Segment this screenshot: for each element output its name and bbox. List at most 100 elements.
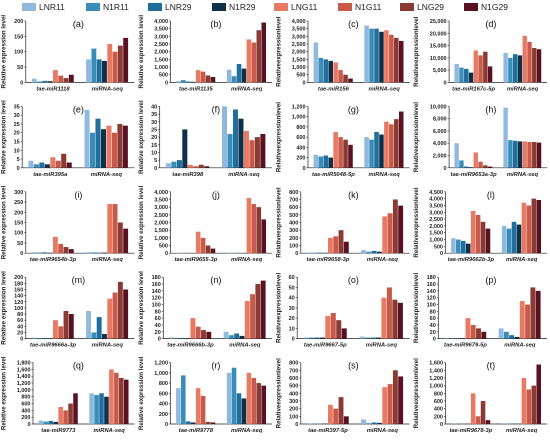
- y-tick-label: 30: [289, 306, 295, 312]
- bar-lng11-qpcr: [52, 320, 58, 339]
- bar-lng11-qpcr: [58, 406, 63, 424]
- bar-n1r29-seq: [377, 422, 382, 424]
- bar-n1g29-qpcr: [485, 420, 491, 424]
- bar-n1g29-seq: [260, 134, 266, 168]
- bar-n1g11-seq: [251, 377, 257, 424]
- bar-lnr29-seq: [232, 109, 239, 168]
- bar-lnr29-seq: [96, 317, 102, 339]
- bar-n1r29-seq: [239, 335, 245, 339]
- bar-lnr11-seq: [501, 423, 507, 424]
- y-tick-label: 50: [17, 241, 23, 247]
- y-tick-label: 30: [14, 113, 20, 119]
- x-category-label: miRNA-seq: [506, 428, 538, 434]
- bar-lnr29-qpcr: [39, 162, 45, 168]
- bar-lnr11-qpcr: [169, 337, 175, 339]
- panel-label: (g): [348, 104, 359, 114]
- bar-lng29-seq: [392, 299, 398, 339]
- y-tick-label: 10: [289, 326, 295, 332]
- bar-lnr29-seq: [512, 140, 518, 168]
- bar-n1g11-seq: [527, 41, 532, 83]
- y-tick-label: 150: [14, 34, 23, 40]
- y-tick-label: 4,000: [154, 19, 168, 25]
- bar-lnr11-qpcr: [313, 155, 319, 168]
- legend-swatch: [212, 3, 226, 11]
- y-tick-label: 5: [154, 158, 157, 164]
- bar-n1g29-qpcr: [348, 78, 353, 83]
- y-tick-label: 10: [151, 150, 157, 156]
- y-tick-label: 800: [289, 361, 298, 367]
- y-tick-label: 2,500: [154, 213, 168, 219]
- legend-item-n1g29: N1G29: [464, 2, 508, 12]
- bar-lnr29-qpcr: [42, 337, 48, 339]
- bar-lnr11-seq: [359, 336, 365, 339]
- bar-n1g11-seq: [389, 124, 394, 168]
- bar-n1g29-qpcr: [485, 228, 491, 254]
- bar-n1g11-qpcr: [338, 70, 343, 83]
- bar-lng29-qpcr: [338, 230, 344, 254]
- bar-lng11-seq: [106, 125, 112, 168]
- y-tick-label: 3,000: [154, 205, 168, 211]
- bar-lnr11-qpcr: [306, 252, 312, 254]
- bar-n1g29-seq: [123, 37, 129, 83]
- y-tick-label: 30: [151, 120, 157, 126]
- y-tick-label: 1,000: [154, 371, 168, 377]
- y-tick-label: 0: [27, 422, 30, 428]
- bar-lng11-seq: [246, 197, 252, 254]
- y-tick-label: 1,200: [292, 104, 306, 110]
- bar-n1g11-qpcr: [330, 313, 336, 339]
- bar-n1r29-seq: [102, 334, 107, 339]
- y-tick-label: 500: [289, 213, 298, 219]
- bar-lnr29-qpcr: [48, 420, 54, 424]
- y-tick-label: 0: [165, 80, 168, 86]
- bar-lng29-qpcr: [205, 245, 211, 254]
- y-tick-label: 0: [165, 251, 168, 257]
- panel-label: (i): [74, 190, 82, 200]
- bar-n1r11-seq: [227, 134, 233, 168]
- y-tick-label: 200: [289, 236, 298, 242]
- bar-lng11-seq: [109, 369, 114, 424]
- y-tick-label: 0: [17, 166, 20, 172]
- x-category-label: tae-miR9778: [179, 428, 214, 434]
- y-tick-label: 0: [440, 251, 443, 257]
- bar-lng11-qpcr: [327, 404, 333, 424]
- bar-lnr29-qpcr: [42, 80, 48, 83]
- y-tick-label: 40: [151, 104, 157, 110]
- y-tick-label: 40: [17, 324, 23, 330]
- y-tick-label: 1,500: [154, 57, 168, 63]
- y-tick-label: 1,000: [154, 236, 168, 242]
- bar-lnr11-seq: [86, 310, 92, 339]
- chart-panel-e: Relative expression level 0 5 10 15 20 25 30 35 t…: [1, 100, 135, 178]
- legend-item-n1g11: N1G11: [338, 2, 381, 12]
- bar-lng29-seq: [532, 48, 537, 83]
- bar-n1r29-qpcr: [44, 164, 50, 168]
- bar-n1g11-seq: [387, 384, 393, 424]
- bar-n1r11-seq: [365, 337, 371, 339]
- bar-n1g29-seq: [261, 219, 267, 254]
- y-tick-label: 300: [289, 399, 298, 405]
- bar-n1g29-qpcr: [68, 249, 74, 254]
- bar-lng29-qpcr: [205, 421, 211, 424]
- y-tick-label: 0: [440, 422, 443, 428]
- panel-label: (n): [210, 275, 221, 285]
- bar-n1g29-seq: [261, 22, 267, 83]
- bar-lng29-qpcr: [480, 221, 486, 254]
- panel-label: (q): [73, 361, 84, 371]
- bar-lng29-seq: [531, 198, 537, 254]
- bar-n1g29-qpcr: [210, 248, 216, 254]
- y-tick-label: 800: [434, 391, 443, 397]
- y-tick-label: 1,600: [429, 361, 443, 367]
- bar-n1r11-qpcr: [43, 421, 49, 424]
- x-category-label: tae-miR9667-5p: [304, 343, 347, 349]
- y-tick-label: 800: [21, 395, 30, 401]
- bar-n1r11-qpcr: [318, 156, 324, 168]
- x-category-label: miRNA-seq: [369, 86, 401, 92]
- x-category-label: tae-miR398: [172, 172, 204, 178]
- bar-lnr11-seq: [86, 59, 92, 83]
- bar-n1g29-qpcr: [68, 74, 74, 83]
- x-category-label: tae-miR9773: [41, 428, 76, 434]
- bar-n1g29-seq: [398, 111, 404, 168]
- y-tick-label: 4,000: [433, 141, 447, 147]
- x-category-label: miRNA-seq: [92, 86, 124, 92]
- y-axis-label: Relativeexpressionlevel: [413, 187, 420, 257]
